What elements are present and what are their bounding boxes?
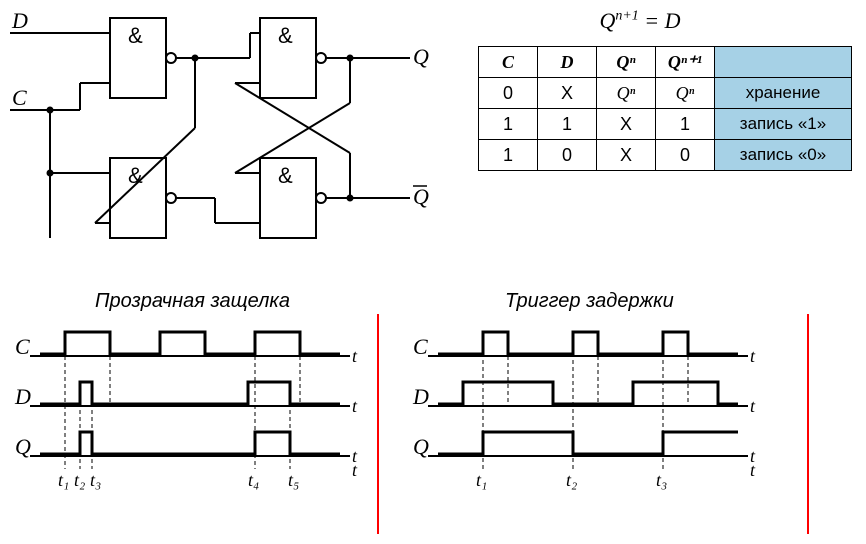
cell: X bbox=[597, 109, 656, 140]
tick: t₄ bbox=[248, 470, 259, 490]
tick: t₂ bbox=[74, 470, 85, 490]
circuit-diagram: D C Q Q & & & & bbox=[10, 8, 430, 258]
gate-symbol: & bbox=[278, 23, 293, 48]
table-row: 1 0 X 0 запись «0» bbox=[479, 140, 852, 171]
th-Qn1: Qⁿ⁺¹ bbox=[656, 47, 715, 78]
sig-Q: Q bbox=[413, 434, 429, 459]
sig-D: D bbox=[412, 384, 429, 409]
label-C: C bbox=[12, 85, 27, 110]
cell: 1 bbox=[479, 140, 538, 171]
cell-desc: хранение bbox=[715, 78, 852, 109]
table-row: 1 1 X 1 запись «1» bbox=[479, 109, 852, 140]
timing-right: C D Q t t t t₁ t₂ t₃ t bbox=[408, 314, 848, 534]
tick: t₃ bbox=[656, 470, 667, 490]
gate-symbol: & bbox=[278, 163, 293, 188]
timing-left-title: Прозрачная защелка bbox=[95, 290, 290, 313]
label-Qbar: Q bbox=[413, 184, 429, 209]
axis-t: t bbox=[352, 346, 358, 366]
cell: Qⁿ bbox=[597, 78, 656, 109]
axis-t: t bbox=[750, 460, 756, 480]
cell-desc: запись «0» bbox=[715, 140, 852, 171]
axis-t: t bbox=[352, 396, 358, 416]
cell: 0 bbox=[656, 140, 715, 171]
cell: 0 bbox=[538, 140, 597, 171]
gate-symbol: & bbox=[128, 23, 143, 48]
label-Q: Q bbox=[413, 44, 429, 69]
equation-rhs: D bbox=[665, 8, 681, 33]
gate-symbol: & bbox=[128, 163, 143, 188]
truth-table: C D Qⁿ Qⁿ⁺¹ 0 X Qⁿ Qⁿ хранение 1 1 X 1 з… bbox=[478, 46, 852, 171]
sig-Q: Q bbox=[15, 434, 31, 459]
cell: 1 bbox=[538, 109, 597, 140]
cell-desc: запись «1» bbox=[715, 109, 852, 140]
timing-left: C D Q t t t t₁ t₂ t₃ t₄ t₅ t bbox=[10, 314, 390, 534]
tick: t₁ bbox=[58, 470, 69, 490]
cell: 1 bbox=[656, 109, 715, 140]
axis-t: t bbox=[750, 346, 756, 366]
table-row: 0 X Qⁿ Qⁿ хранение bbox=[479, 78, 852, 109]
th-D: D bbox=[538, 47, 597, 78]
cell: X bbox=[597, 140, 656, 171]
equation-lhs-sup: n+1 bbox=[615, 9, 638, 24]
sig-D: D bbox=[14, 384, 31, 409]
th-desc bbox=[715, 47, 852, 78]
th-Qn: Qⁿ bbox=[597, 47, 656, 78]
equation-lhs-base: Q bbox=[599, 8, 615, 33]
timing-right-title: Триггер задержки bbox=[505, 290, 674, 313]
cell: 1 bbox=[479, 109, 538, 140]
equation: Qn+1 = D bbox=[560, 8, 720, 34]
tick: t₃ bbox=[90, 470, 101, 490]
axis-t: t bbox=[750, 396, 756, 416]
th-C: C bbox=[479, 47, 538, 78]
cell: 0 bbox=[479, 78, 538, 109]
axis-t: t bbox=[352, 460, 358, 480]
sig-C: C bbox=[15, 334, 30, 359]
tick: t₂ bbox=[566, 470, 577, 490]
table-header-row: C D Qⁿ Qⁿ⁺¹ bbox=[479, 47, 852, 78]
tick: t₁ bbox=[476, 470, 487, 490]
label-D: D bbox=[11, 8, 28, 33]
sig-C: C bbox=[413, 334, 428, 359]
tick: t₅ bbox=[288, 470, 299, 490]
cell: Qⁿ bbox=[656, 78, 715, 109]
cell: X bbox=[538, 78, 597, 109]
